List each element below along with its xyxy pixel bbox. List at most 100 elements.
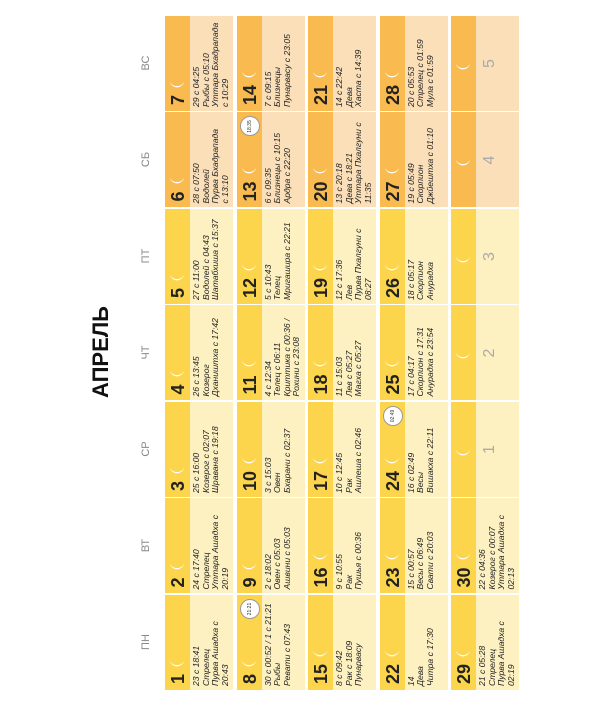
day-band: 15 (308, 595, 333, 690)
day-number: 27 (382, 181, 403, 202)
next-month-cell: 3 (451, 209, 519, 304)
day-number: 10 (239, 470, 260, 491)
day-info: 11 с 15:03 Лев с 05:27 Магха с 05:27 (333, 306, 366, 401)
day-number: 9 (239, 577, 260, 588)
day-band: 23 (379, 498, 405, 594)
info-line: 02:19 (505, 664, 516, 686)
time-badge: 21:21 (239, 599, 260, 619)
day-band: 7 (165, 16, 190, 111)
day-number: 22 (382, 663, 403, 684)
day-number: 24 (382, 470, 403, 491)
weekday-label: ВС (140, 55, 152, 71)
info-line: с 10:29 (219, 78, 230, 107)
day-band: 6 (165, 112, 190, 208)
day-band (451, 402, 476, 497)
day-cell: 24 02:49 16 с 02:49 Весы Вишакха с 22:11 (379, 402, 448, 497)
day-band: 24 02:49 (379, 402, 405, 497)
weekday-label: ПН (140, 634, 152, 650)
day-band: 10 (236, 402, 262, 497)
info-line: Ардра с 22:20 (281, 148, 292, 204)
day-info: 25 с 16:00 Козерог с 02:07 Шравана с 19:18 (190, 402, 223, 497)
day-band: 20 (308, 112, 333, 208)
day-number: 16 (311, 567, 331, 588)
moon-icon (383, 63, 401, 81)
day-cell: 25 17 с 04:17 Скорпион с 17:31 Анурадха с 2… (379, 305, 448, 401)
day-info: 17 с 04:17 Скорпион с 17:31 Анурадха с 23:… (405, 306, 438, 401)
info-line: 20:43 (219, 664, 230, 686)
moon-icon (454, 642, 472, 660)
day-info: 12 с 17:36 Лев Пурва Пхалгуни с 08:27 (333, 209, 375, 304)
day-number: 17 (311, 470, 331, 491)
day-number: 21 (311, 84, 331, 105)
day-info: 18 с 05:17 Скорпион Анурадха (405, 209, 438, 304)
day-info: 3 с 15:03 Овен Бхарани с 02:37 (262, 402, 295, 497)
day-band (451, 209, 476, 304)
day-cell: 6 28 с 07:50 Водолей Пурва Бхадрапада с 13:1… (165, 112, 233, 208)
moon-icon (383, 353, 401, 371)
calendar-title: АПРЕЛЬ (88, 306, 113, 399)
moon-icon (240, 353, 258, 371)
day-band: 5 (165, 209, 190, 304)
day-info: 24 с 17:40 Стрелец Уттара Ашадха с 20:19 (190, 499, 232, 594)
moon-icon (311, 160, 329, 178)
time-badge: 18:35 (239, 116, 260, 137)
info-line: с 13:10 (219, 175, 230, 204)
day-info: 4 с 12:34 Телец с 06:11 Криттика с 00:36 /… (262, 306, 304, 401)
day-band: 9 (236, 498, 262, 594)
info-line: Магха с 05:27 (353, 340, 364, 397)
moon-icon (383, 160, 401, 178)
next-month-cell: 5 (451, 16, 519, 111)
next-month-day: 1 (481, 445, 498, 454)
day-number: 4 (168, 384, 188, 395)
day-band: 1 (165, 595, 190, 690)
day-info: 27 с 11:00 Водолей с 04:43 Шатабхиша с 15:… (190, 209, 223, 304)
day-cell: 19 12 с 17:36 Лев Пурва Пхалгуни с 08:27 (308, 209, 376, 304)
moon-icon (168, 363, 186, 381)
day-band: 11 (236, 305, 262, 401)
info-line: Пунарвасу (353, 643, 364, 686)
moon-icon (240, 556, 258, 574)
moon-icon (454, 248, 472, 266)
info-line: Мригашира с 22:21 (281, 222, 292, 300)
moon-icon (168, 556, 186, 574)
day-number: 25 (382, 374, 403, 395)
moon-icon (168, 266, 186, 284)
day-info: 5 с 10:43 Телец Мригашира с 22:21 (262, 209, 295, 304)
day-band: 3 (165, 402, 190, 497)
moon-icon (311, 449, 329, 467)
weekday-label: ВТ (140, 538, 152, 553)
moon-icon (311, 546, 329, 564)
day-info: 19 с 05:49 Скорпион Джйештха с 01:10 (405, 113, 438, 208)
info-line: 20:19 (219, 567, 230, 590)
day-info: 14 с 22:42 Дева Хаста с 14:39 (333, 16, 366, 111)
day-cell: 16 9 с 10:55 Рак Пушья с 00:36 (308, 498, 376, 594)
day-number: 19 (311, 277, 331, 298)
day-info: 20 с 05:53 Стрелец с 01:59 Мула с 01:59 (405, 16, 438, 111)
day-cell: 18 11 с 15:03 Лев с 05:27 Магха с 05:27 (308, 305, 376, 401)
moon-icon (383, 546, 401, 564)
day-info: 21 с 05:28 Стрелец Пурва Ашадха с 02:19 (476, 595, 518, 690)
day-info: 7 с 09:15 Близнецы Пунарвасу с 23:05 (262, 16, 295, 111)
day-band: 22 (379, 595, 405, 690)
weekday-label: СР (140, 441, 152, 457)
moon-icon (168, 170, 186, 188)
moon-icon (311, 256, 329, 274)
info-line: Рохини с 23:08 (291, 337, 302, 397)
moon-icon (240, 256, 258, 274)
day-cell: 23 15 с 00:57 Весы с 06:49 Свати с 20:03 (379, 498, 448, 594)
day-band: 21 (308, 16, 333, 111)
moon-icon (168, 73, 186, 91)
info-line: Шравана с 19:18 (210, 426, 221, 493)
day-cell: 3 25 с 16:00 Козерог с 02:07 Шравана с 19:1… (165, 402, 233, 497)
day-band: 19 (308, 209, 333, 304)
moon-icon (383, 449, 401, 467)
day-number: 15 (311, 663, 331, 684)
info-line: Вишакха с 22:11 (424, 427, 435, 493)
day-number: 7 (168, 94, 188, 105)
day-band: 8 21:21 (236, 595, 262, 690)
day-number: 11 (239, 375, 260, 395)
moon-icon (383, 642, 401, 660)
day-band: 29 (451, 595, 476, 690)
info-line: Мула с 01:59 (424, 55, 435, 107)
moon-icon (454, 345, 472, 363)
